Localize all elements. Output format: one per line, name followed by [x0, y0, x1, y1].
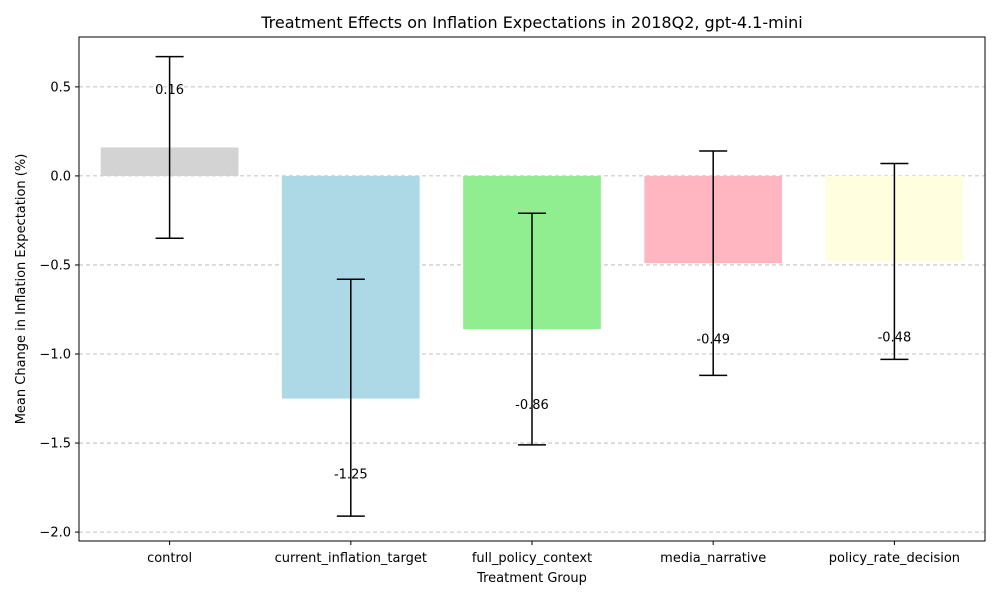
- x-tick-label: media_narrative: [660, 551, 766, 566]
- x-axis-ticks: control current_inflation_target full_poli…: [147, 541, 960, 566]
- error-bars: [155, 55, 909, 517]
- data-label: 0.16: [155, 83, 184, 98]
- y-axis-label: Mean Change in Inflation Expectation (%): [14, 154, 29, 425]
- x-tick-label: control: [147, 551, 192, 566]
- chart-title: Treatment Effects on Inflation Expectati…: [260, 13, 803, 32]
- x-axis-label: Treatment Group: [476, 571, 587, 586]
- y-tick-label: −2.0: [39, 526, 71, 541]
- y-tick-label: −1.0: [39, 348, 71, 363]
- x-tick-label: current_inflation_target: [275, 551, 427, 566]
- y-tick-label: 0.0: [50, 169, 71, 184]
- data-labels: 0.16 -1.25 -0.86 -0.49 -0.48: [155, 83, 911, 483]
- y-tick-label: 0.5: [50, 80, 71, 95]
- y-tick-label: −1.5: [39, 437, 71, 452]
- x-tick-label: policy_rate_decision: [829, 551, 960, 566]
- data-label: -0.49: [696, 332, 730, 347]
- y-axis-ticks: −2.0 −1.5 −1.0 −0.5 0.0 0.5: [39, 80, 79, 541]
- data-label: -0.48: [878, 331, 912, 346]
- data-label: -1.25: [334, 468, 368, 483]
- y-tick-label: −0.5: [39, 258, 71, 273]
- data-label: -0.86: [515, 398, 549, 413]
- x-tick-label: full_policy_context: [472, 551, 592, 566]
